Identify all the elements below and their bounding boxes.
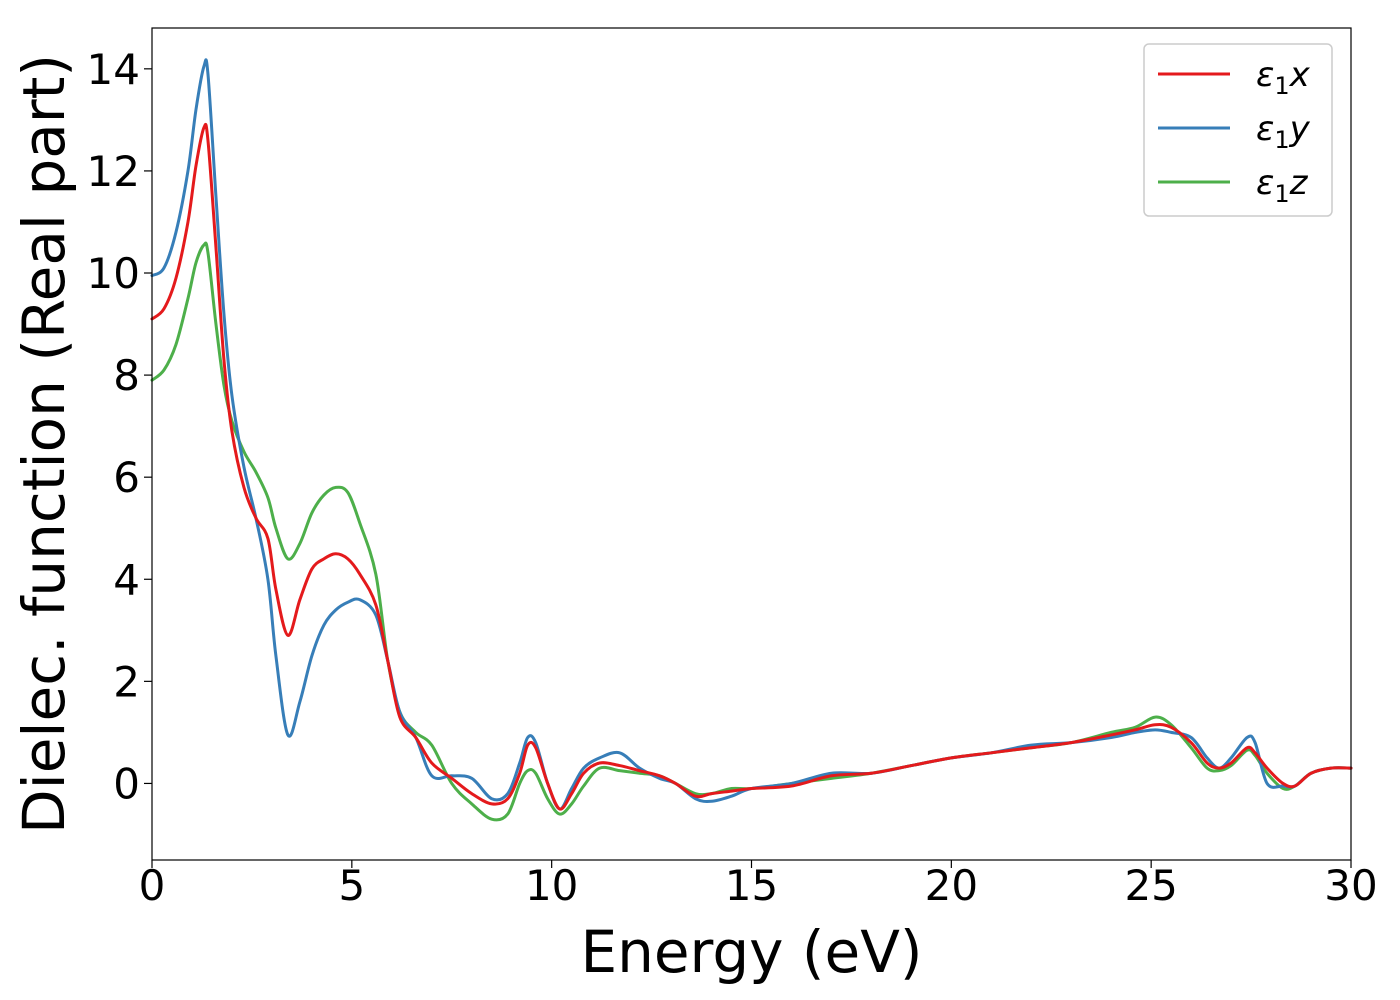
- y-tick-label: 12: [87, 147, 140, 196]
- plot-lines: [150, 58, 1353, 822]
- y-axis-ticks: 0 2 4 6 8 10 12 14: [87, 45, 152, 808]
- x-tick-label: 20: [925, 861, 978, 910]
- x-tick-label: 25: [1124, 861, 1177, 910]
- x-tick-label: 0: [139, 861, 166, 910]
- y-tick-label: 2: [113, 657, 140, 706]
- y-axis-title: Dielec. function (Real part): [10, 54, 78, 834]
- y-tick-label: 10: [87, 249, 140, 298]
- x-tick-label: 10: [525, 861, 578, 910]
- x-tick-label: 5: [338, 861, 365, 910]
- y-tick-label: 0: [113, 759, 140, 808]
- legend-label-y: ε1y: [1256, 109, 1311, 154]
- legend-box: [1143, 43, 1333, 217]
- series-line-x: [150, 122, 1353, 811]
- x-axis-title: Energy (eV): [580, 918, 922, 986]
- y-tick-label: 14: [87, 45, 140, 94]
- legend-label-x: ε1x: [1256, 55, 1311, 100]
- x-tick-label: 15: [725, 861, 778, 910]
- legend-label-z: ε1z: [1256, 163, 1309, 208]
- x-axis-ticks: 0 5 10 15 20 25 30: [139, 860, 1378, 910]
- legend: ε1x ε1y ε1z: [1143, 43, 1333, 217]
- x-tick-label: 30: [1324, 861, 1377, 910]
- y-tick-label: 8: [113, 351, 140, 400]
- y-tick-label: 6: [113, 453, 140, 502]
- y-tick-label: 4: [113, 555, 140, 604]
